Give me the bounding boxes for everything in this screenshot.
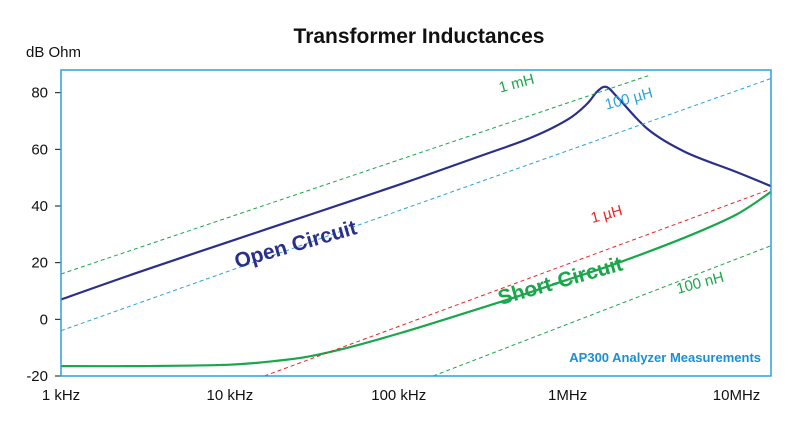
series-label: Short-Circuit	[495, 252, 625, 309]
chart-title: Transformer Inductances	[294, 25, 545, 48]
y-tick-label: -20	[26, 368, 48, 385]
series-lines	[61, 75, 771, 376]
x-tick-labels: 1 kHz 10 kHz 100 kHz 1MHz 10MHz	[42, 387, 760, 404]
series-line	[61, 78, 771, 332]
x-tick-label: 1 kHz	[42, 387, 80, 404]
x-tick-label: 10 kHz	[207, 387, 254, 404]
y-tick-label: 60	[31, 141, 48, 158]
y-tick-label: 80	[31, 85, 48, 102]
series-label: 100 nH	[675, 269, 726, 298]
y-axis-label: dB Ohm	[26, 44, 81, 61]
x-tick-label: 10MHz	[713, 387, 761, 404]
series-line	[61, 190, 771, 368]
y-tick-label: 0	[40, 311, 48, 328]
series-label: Open Circuit	[232, 216, 359, 273]
series-label: 1 µH	[589, 202, 624, 227]
series-line	[61, 75, 649, 275]
series-line	[264, 188, 771, 376]
y-tick-label: 20	[31, 255, 48, 272]
y-tick-labels: -20 0 20 40 60 80	[26, 85, 61, 385]
y-tick-label: 40	[31, 198, 48, 215]
series-label: 1 mH	[497, 71, 536, 97]
measurement-note: AP300 Analyzer Measurements	[569, 350, 761, 365]
series-line	[61, 85, 771, 301]
series-line	[433, 245, 771, 376]
x-tick-label: 100 kHz	[371, 387, 426, 404]
x-tick-label: 1MHz	[548, 387, 587, 404]
plot-frame	[60, 69, 772, 377]
